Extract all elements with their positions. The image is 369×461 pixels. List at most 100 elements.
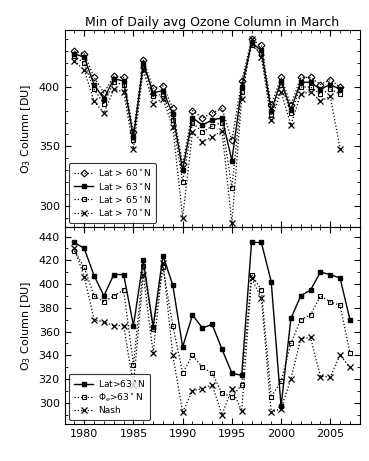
Lat > 65$^\circ$N: [141, 63, 145, 68]
Nash: [180, 409, 185, 415]
Lat > 70$^\circ$N: [200, 139, 204, 144]
Lat > 63$^\circ$N: [239, 84, 244, 90]
Lat > 65$^\circ$N: [338, 91, 342, 97]
Nash: [279, 406, 283, 412]
Lat > 63$^\circ$N: [249, 40, 254, 46]
Lat > 65$^\circ$N: [131, 138, 136, 143]
$\Phi_e$>63$^\circ$N: [190, 353, 195, 358]
Nash: [72, 246, 77, 251]
Lat > 65$^\circ$N: [82, 60, 86, 66]
$\Phi_e$>63$^\circ$N: [230, 394, 234, 400]
Title: Min of Daily avg Ozone Column in March: Min of Daily avg Ozone Column in March: [85, 16, 339, 29]
Lat > 60$^\circ$N: [210, 110, 214, 116]
Lat > 70$^\circ$N: [308, 89, 313, 95]
Nash: [92, 317, 96, 322]
Lat > 60$^\circ$N: [82, 51, 86, 57]
$\Phi_e$>63$^\circ$N: [328, 299, 332, 305]
$\Phi_e$>63$^\circ$N: [200, 364, 204, 370]
Lat > 65$^\circ$N: [121, 82, 126, 87]
Lat > 70$^\circ$N: [170, 124, 175, 130]
Lat > 63$^\circ$N: [318, 87, 323, 92]
Lat>63$^\circ$N: [200, 325, 204, 331]
$\Phi_e$>63$^\circ$N: [308, 312, 313, 318]
Lat>63$^\circ$N: [338, 275, 342, 281]
Lat > 65$^\circ$N: [299, 84, 303, 90]
Lat > 63$^\circ$N: [190, 115, 195, 121]
Nash: [318, 374, 323, 379]
Lat > 70$^\circ$N: [328, 94, 332, 99]
Nash: [200, 386, 204, 391]
Lat > 60$^\circ$N: [328, 77, 332, 83]
Lat > 60$^\circ$N: [121, 75, 126, 80]
Nash: [259, 296, 263, 301]
Lat>63$^\circ$N: [249, 240, 254, 245]
Lat > 60$^\circ$N: [338, 84, 342, 90]
Lat>63$^\circ$N: [289, 316, 293, 321]
Lat > 70$^\circ$N: [279, 89, 283, 95]
Lat > 70$^\circ$N: [230, 221, 234, 226]
$\Phi_e$>63$^\circ$N: [180, 370, 185, 376]
Lat>63$^\circ$N: [170, 283, 175, 288]
$\Phi_e$>63$^\circ$N: [289, 341, 293, 346]
Lat > 63$^\circ$N: [289, 107, 293, 112]
Nash: [249, 275, 254, 281]
Lat > 70$^\circ$N: [338, 146, 342, 152]
$\Phi_e$>63$^\circ$N: [102, 299, 106, 305]
Lat > 63$^\circ$N: [230, 158, 234, 163]
Lat>63$^\circ$N: [141, 258, 145, 263]
Lat > 65$^\circ$N: [308, 84, 313, 90]
Lat > 60$^\circ$N: [161, 83, 165, 89]
Lat > 70$^\circ$N: [111, 87, 116, 92]
$\Phi_e$>63$^\circ$N: [348, 350, 352, 355]
Nash: [328, 374, 332, 379]
Line: Lat > 60$^\circ$N: Lat > 60$^\circ$N: [72, 37, 342, 166]
Lat > 65$^\circ$N: [249, 42, 254, 48]
Lat > 65$^\circ$N: [170, 118, 175, 123]
Lat > 70$^\circ$N: [249, 37, 254, 42]
Lat>63$^\circ$N: [111, 272, 116, 278]
Lat>63$^\circ$N: [92, 273, 96, 278]
Nash: [269, 409, 273, 415]
Lat > 63$^\circ$N: [170, 112, 175, 117]
Lat > 60$^\circ$N: [92, 75, 96, 80]
$\Phi_e$>63$^\circ$N: [318, 293, 323, 299]
Lat > 63$^\circ$N: [210, 118, 214, 123]
Lat > 63$^\circ$N: [161, 88, 165, 93]
Lat > 60$^\circ$N: [239, 78, 244, 84]
Lat > 60$^\circ$N: [318, 82, 323, 87]
Lat > 65$^\circ$N: [289, 110, 293, 116]
Lat > 65$^\circ$N: [200, 129, 204, 135]
Lat > 63$^\circ$N: [82, 54, 86, 60]
Lat > 63$^\circ$N: [92, 82, 96, 87]
$\Phi_e$>63$^\circ$N: [338, 302, 342, 308]
Lat > 63$^\circ$N: [102, 96, 106, 101]
Nash: [308, 335, 313, 340]
$\Phi_e$>63$^\circ$N: [72, 248, 77, 254]
$\Phi_e$>63$^\circ$N: [249, 272, 254, 278]
$\Phi_e$>63$^\circ$N: [151, 326, 155, 332]
Lat > 60$^\circ$N: [170, 106, 175, 111]
Legend: Lat > 60$^\circ$N, Lat > 63$^\circ$N, Lat > 65$^\circ$N, Lat > 70$^\circ$N: Lat > 60$^\circ$N, Lat > 63$^\circ$N, La…: [69, 163, 156, 223]
Line: Lat > 63$^\circ$N: Lat > 63$^\circ$N: [72, 41, 342, 172]
Lat > 60$^\circ$N: [230, 138, 234, 143]
Lat > 65$^\circ$N: [279, 82, 283, 87]
Lat>63$^\circ$N: [82, 246, 86, 251]
Line: Nash: Nash: [72, 246, 353, 417]
$\Phi_e$>63$^\circ$N: [161, 265, 165, 270]
Lat > 63$^\circ$N: [220, 115, 224, 121]
Lat>63$^\circ$N: [161, 253, 165, 258]
Lat > 63$^\circ$N: [151, 90, 155, 95]
Nash: [239, 408, 244, 414]
$\Phi_e$>63$^\circ$N: [269, 394, 273, 400]
Nash: [131, 382, 136, 388]
Lat > 70$^\circ$N: [180, 215, 185, 220]
Lat > 63$^\circ$N: [180, 167, 185, 173]
Lat > 60$^\circ$N: [279, 75, 283, 80]
Lat > 70$^\circ$N: [259, 54, 263, 60]
$\Phi_e$>63$^\circ$N: [259, 287, 263, 293]
Y-axis label: O$_3$ Column [DU]: O$_3$ Column [DU]: [19, 280, 33, 371]
Lat > 63$^\circ$N: [308, 79, 313, 85]
Lat > 63$^\circ$N: [72, 51, 77, 57]
Lat > 65$^\circ$N: [92, 87, 96, 92]
Lat > 70$^\circ$N: [161, 96, 165, 101]
